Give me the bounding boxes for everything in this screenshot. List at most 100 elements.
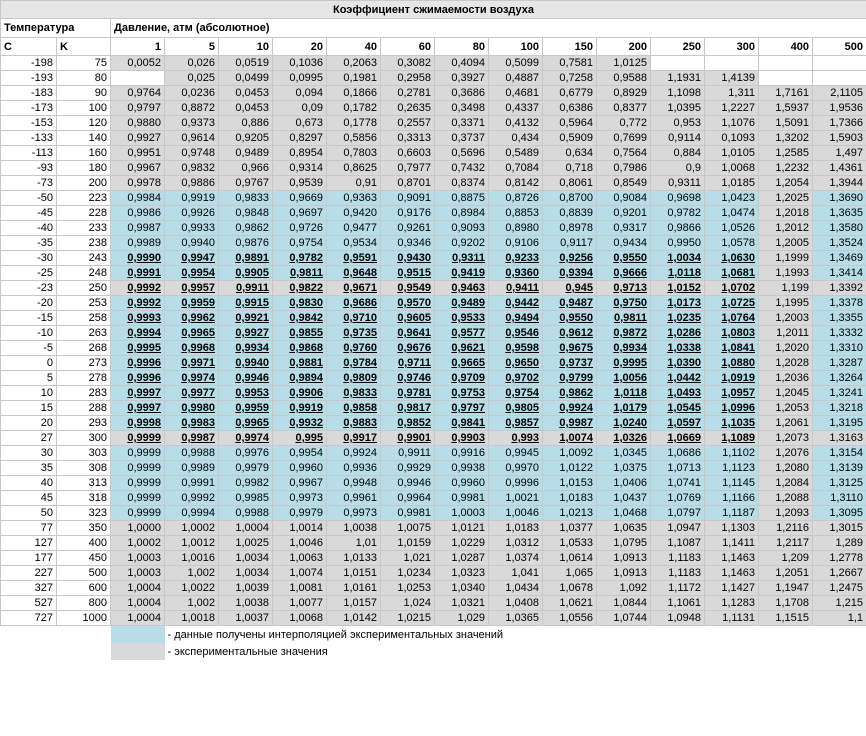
- z-value: 0,9934: [218, 340, 273, 356]
- z-value: 1,3414: [811, 265, 866, 281]
- spacer: [1, 643, 57, 660]
- z-value: 0,9999: [110, 460, 165, 476]
- z-value: 0,9811: [596, 310, 651, 326]
- z-value: 0,9702: [488, 370, 543, 386]
- z-value: 1,3264: [811, 370, 866, 386]
- z-value: 1,2076: [758, 445, 813, 461]
- z-value: 1,0340: [434, 580, 489, 596]
- z-value: 0,0052: [110, 55, 165, 71]
- z-value: 1,2778: [811, 550, 866, 566]
- z-value: 1,0092: [542, 445, 597, 461]
- z-value: 0,9797: [434, 400, 489, 416]
- z-value: 1,0406: [596, 475, 651, 491]
- z-value: 1,4361: [811, 160, 866, 176]
- z-value: 0,9675: [542, 340, 597, 356]
- temp-c: 10: [0, 385, 57, 401]
- z-value: 0,9261: [380, 220, 435, 236]
- z-value: 0,9764: [110, 85, 165, 101]
- z-value: 0,5099: [488, 55, 543, 71]
- z-value: 0,9945: [488, 445, 543, 461]
- z-value: 0,9588: [596, 70, 651, 86]
- data-row: -5 268 0,9995 0,9968 0,9934 0,9868 0,9760 0,967…: [0, 340, 866, 356]
- data-row: 0 273 0,9996 0,9971 0,9940 0,9881 0,9784 0,9711…: [0, 355, 866, 371]
- z-value: 1,0004: [110, 610, 165, 626]
- z-value: 1,7161: [758, 85, 813, 101]
- z-value: 0,9605: [380, 310, 435, 326]
- z-value: 1,0229: [434, 535, 489, 551]
- z-value: 0,9648: [326, 265, 381, 281]
- z-value: 0,1782: [326, 100, 381, 116]
- z-value: 0,9201: [596, 205, 651, 221]
- z-value: 1,0003: [110, 550, 165, 566]
- z-value: 1,0003: [110, 565, 165, 581]
- z-value: 1,0678: [542, 580, 597, 596]
- z-value: 1,1708: [758, 595, 813, 611]
- z-value: 1,0240: [596, 415, 651, 431]
- z-value: 0,8853: [488, 205, 543, 221]
- z-value: 0,9989: [110, 235, 165, 251]
- z-value: 0,6779: [542, 85, 597, 101]
- z-value: 1,0442: [650, 370, 705, 386]
- z-value: 0,8954: [272, 145, 327, 161]
- z-value: 1,0081: [272, 580, 327, 596]
- z-value: 1,0034: [650, 250, 705, 266]
- z-value: 1,3469: [811, 250, 866, 266]
- column-header: 80: [434, 37, 489, 56]
- z-value: 0,3498: [434, 100, 489, 116]
- data-row: -15 258 0,9993 0,9962 0,9921 0,9842 0,9710 0,96…: [0, 310, 866, 326]
- z-value: 0,9669: [272, 190, 327, 206]
- column-header: 500: [811, 37, 866, 56]
- z-value: 1,2084: [758, 475, 813, 491]
- z-value: 1,289: [811, 535, 866, 551]
- legend-swatch: [110, 625, 165, 643]
- z-value: 1,2116: [758, 520, 813, 536]
- z-value: 1,2045: [758, 385, 813, 401]
- temp-c: 20: [0, 415, 57, 431]
- z-value: 0,8625: [326, 160, 381, 176]
- z-value: 1,0253: [380, 580, 435, 596]
- z-value: 1,0526: [704, 220, 759, 236]
- z-value: 0,9494: [488, 310, 543, 326]
- z-value: 0,7084: [488, 160, 543, 176]
- z-value: 0,1866: [326, 85, 381, 101]
- z-value: 1,1463: [704, 550, 759, 566]
- temp-k: 308: [56, 460, 111, 476]
- z-value: 0,9489: [434, 295, 489, 311]
- z-value: 0,9997: [110, 400, 165, 416]
- z-value: 0,7803: [326, 145, 381, 161]
- z-value: 1,1411: [704, 535, 759, 551]
- z-value: 0,9311: [650, 175, 705, 191]
- z-value: 0,9842: [272, 310, 327, 326]
- z-value: 0,9373: [164, 115, 219, 131]
- z-value: 0,9973: [326, 505, 381, 521]
- data-row: 5 278 0,9996 0,9974 0,9946 0,9894 0,9809 0,9746…: [0, 370, 866, 386]
- z-value: 1,0213: [542, 505, 597, 521]
- z-value: 0,9314: [272, 160, 327, 176]
- z-value: 0,9546: [488, 325, 543, 341]
- z-value: 0,9994: [164, 505, 219, 521]
- z-value: 0,9799: [542, 370, 597, 386]
- z-value: 1,0152: [650, 280, 705, 296]
- z-value: 0,1093: [704, 130, 759, 146]
- z-value: 1,1463: [704, 565, 759, 581]
- z-value: 0,9973: [272, 490, 327, 506]
- z-value: 0,7581: [542, 55, 597, 71]
- z-value: 0,9940: [164, 235, 219, 251]
- z-value: 1,1427: [704, 580, 759, 596]
- z-value: 1,0142: [326, 610, 381, 626]
- z-value: 0,9932: [272, 415, 327, 431]
- z-value: 1,0039: [218, 580, 273, 596]
- temp-k: 200: [56, 175, 111, 191]
- z-value: 1,7366: [811, 115, 866, 131]
- z-value: 1,0021: [488, 490, 543, 506]
- z-value: 0,673: [272, 115, 327, 131]
- z-value: 1,199: [758, 280, 813, 296]
- z-value: 0,9515: [380, 265, 435, 281]
- z-value: 0,9311: [434, 250, 489, 266]
- z-value: 0,8374: [434, 175, 489, 191]
- z-value: 1,0312: [488, 535, 543, 551]
- z-value: 0,718: [542, 160, 597, 176]
- z-value: 1,0016: [164, 550, 219, 566]
- temp-c: 40: [0, 475, 57, 491]
- z-value: 1,0769: [650, 490, 705, 506]
